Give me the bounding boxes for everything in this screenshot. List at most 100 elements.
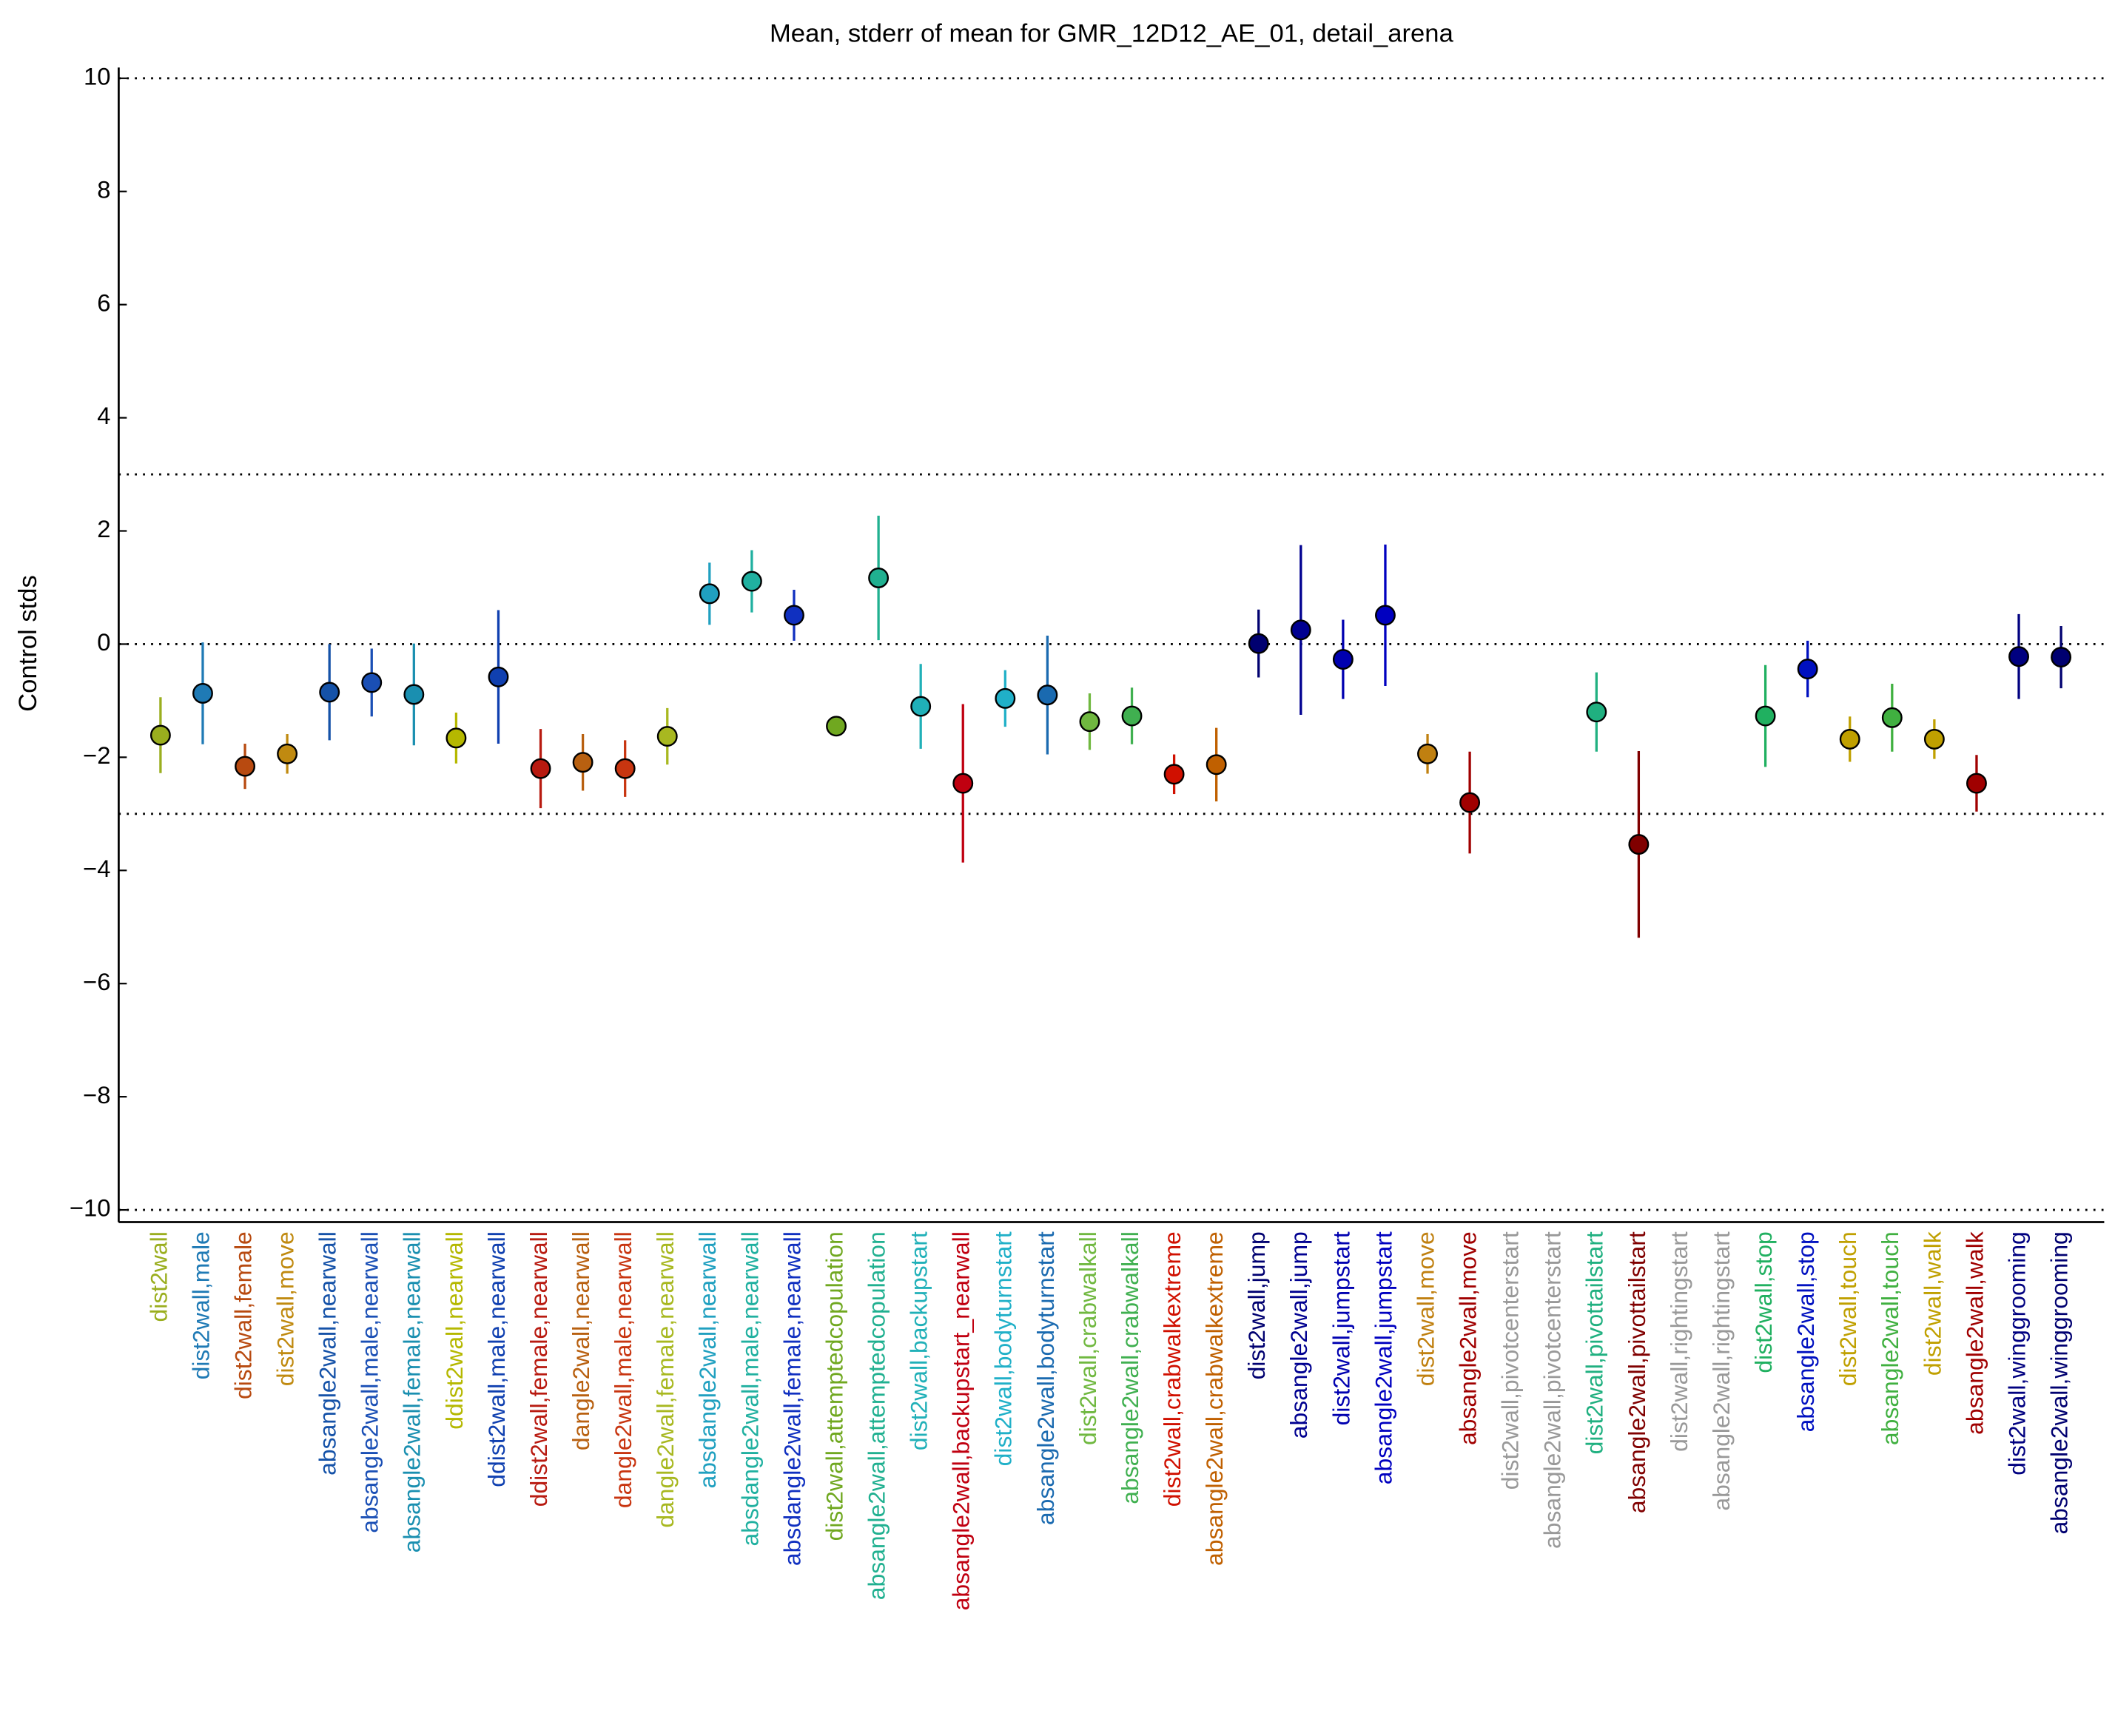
mean-marker [2008, 646, 2029, 667]
mean-marker [488, 666, 509, 687]
x-tick-label: absdangle2wall,male,nearwall [736, 1231, 763, 1546]
x-tick-label: dangle2wall,nearwall [568, 1231, 594, 1450]
y-axis-label: Control stds [14, 575, 42, 712]
mean-marker [403, 684, 425, 705]
x-tick-label: absangle2wall,nearwall [315, 1231, 341, 1476]
mean-marker [1375, 605, 1396, 626]
x-tick-label: ddist2wall,nearwall [441, 1231, 468, 1430]
x-tick-label: absangle2wall,stop [1792, 1231, 1819, 1432]
mean-marker [1121, 705, 1143, 727]
x-tick-label: dist2wall,move [1412, 1231, 1439, 1386]
y-tick-label: 4 [97, 402, 110, 429]
x-tick-label: absangle2wall,jump [1285, 1231, 1312, 1439]
y-tick-label: 0 [97, 628, 110, 656]
mean-marker [1755, 705, 1776, 727]
x-tick-label: absangle2wall,jumpstart [1370, 1231, 1396, 1484]
mean-marker [952, 773, 974, 794]
mean-marker [277, 743, 298, 764]
mean-marker [910, 696, 932, 717]
x-tick-label: absdangle2wall,female,nearwall [779, 1231, 805, 1566]
x-tick-label: dist2wall,bodyturnstart [990, 1231, 1017, 1466]
x-tick-label: dist2wall,attemptedcopulation [821, 1231, 847, 1541]
mean-marker [1586, 702, 1607, 723]
x-tick-label: dangle2wall,male,nearwall [610, 1231, 636, 1508]
mean-marker [361, 672, 383, 693]
x-tick-label: dist2wall,jumpstart [1328, 1231, 1354, 1425]
y-tick-label: −2 [83, 741, 110, 769]
x-tick-label: dist2wall [145, 1231, 172, 1322]
mean-marker [1628, 834, 1650, 855]
x-tick-label: ddist2wall,female,nearwall [525, 1231, 552, 1507]
mean-marker [741, 571, 762, 592]
y-tick-label: 2 [97, 515, 110, 542]
x-tick-label: dist2wall,move [272, 1231, 299, 1386]
mean-marker [1923, 728, 1945, 750]
x-tick-label: absangle2wall,pivotcenterstart [1539, 1231, 1566, 1549]
x-tick-label: dist2wall,jump [1243, 1231, 1270, 1379]
mean-marker [656, 726, 678, 747]
mean-marker [192, 683, 213, 704]
mean-marker [1248, 633, 1269, 654]
mean-marker [868, 568, 890, 588]
x-tick-label: dist2wall,pivotcenterstart [1497, 1231, 1524, 1490]
x-tick-label: absdangle2wall,nearwall [694, 1231, 721, 1488]
x-tick-label: dist2wall,walk [1919, 1231, 1946, 1376]
x-tick-label: absangle2wall,rightingstart [1708, 1231, 1735, 1511]
mean-marker [1163, 764, 1185, 785]
x-tick-label: dist2wall,stop [1750, 1231, 1777, 1373]
x-tick-label: dist2wall,male [187, 1231, 214, 1379]
x-tick-label: dist2wall,female [229, 1231, 256, 1399]
x-tick-label: dist2wall,pivottailstart [1581, 1231, 1608, 1454]
mean-marker [1797, 659, 1818, 680]
x-tick-label: dist2wall,backupstart [906, 1231, 932, 1450]
x-tick-label: absangle2wall,winggrooming [2046, 1231, 2073, 1534]
x-tick-label: ddist2wall,male,nearwall [483, 1231, 510, 1487]
y-tick-label: −4 [83, 855, 110, 882]
mean-marker [1417, 743, 1438, 764]
mean-marker [1459, 792, 1481, 813]
mean-marker [530, 758, 551, 779]
x-tick-label: dangle2wall,female,nearwall [652, 1231, 679, 1527]
mean-marker [614, 758, 636, 779]
mean-marker [1206, 754, 1227, 776]
mean-marker [2051, 647, 2072, 667]
x-tick-label: absangle2wall,move [1455, 1231, 1482, 1445]
y-tick-label: −8 [83, 1081, 110, 1108]
mean-marker [784, 605, 804, 626]
x-tick-label: absangle2wall,crabwalkall [1117, 1231, 1143, 1504]
x-tick-label: absangle2wall,touch [1877, 1231, 1903, 1445]
mean-marker [1966, 773, 1987, 794]
mean-marker [995, 687, 1016, 709]
x-tick-label: dist2wall,touch [1835, 1231, 1861, 1386]
mean-marker [699, 583, 720, 605]
x-tick-label: absangle2wall,backupstart_nearwall [948, 1231, 975, 1610]
mean-marker [1290, 619, 1311, 641]
y-tick-label: −6 [83, 968, 110, 995]
x-tick-label: absangle2wall,female,nearwall [399, 1231, 426, 1552]
x-tick-label: absangle2wall,attemptedcopulation [864, 1231, 890, 1600]
x-tick-label: absangle2wall,pivottailstart [1624, 1231, 1650, 1513]
y-tick-label: −10 [70, 1194, 111, 1222]
mean-marker [1332, 649, 1354, 670]
x-tick-label: dist2wall,winggrooming [2003, 1231, 2030, 1476]
x-tick-label: dist2wall,rightingstart [1666, 1231, 1692, 1452]
x-tick-label: absangle2wall,male,nearwall [357, 1231, 383, 1533]
x-tick-label: absangle2wall,crabwalkextreme [1201, 1231, 1228, 1566]
mean-marker [149, 724, 171, 746]
chart-title: Mean, stderr of mean for GMR_12D12_AE_01… [770, 20, 1454, 48]
mean-marker [445, 727, 467, 749]
mean-marker [319, 682, 340, 703]
mean-marker [1839, 728, 1860, 750]
mean-marker [1037, 684, 1058, 706]
mean-marker [572, 752, 594, 773]
y-tick-label: 6 [97, 289, 110, 316]
mean-marker [826, 716, 847, 737]
y-tick-label: 8 [97, 175, 110, 203]
x-tick-label: absangle2wall,bodyturnstart [1032, 1231, 1059, 1525]
mean-marker [1079, 711, 1100, 733]
x-tick-label: dist2wall,crabwalkall [1075, 1231, 1101, 1445]
mean-marker [1881, 707, 1903, 728]
y-tick-label: 10 [84, 62, 110, 90]
